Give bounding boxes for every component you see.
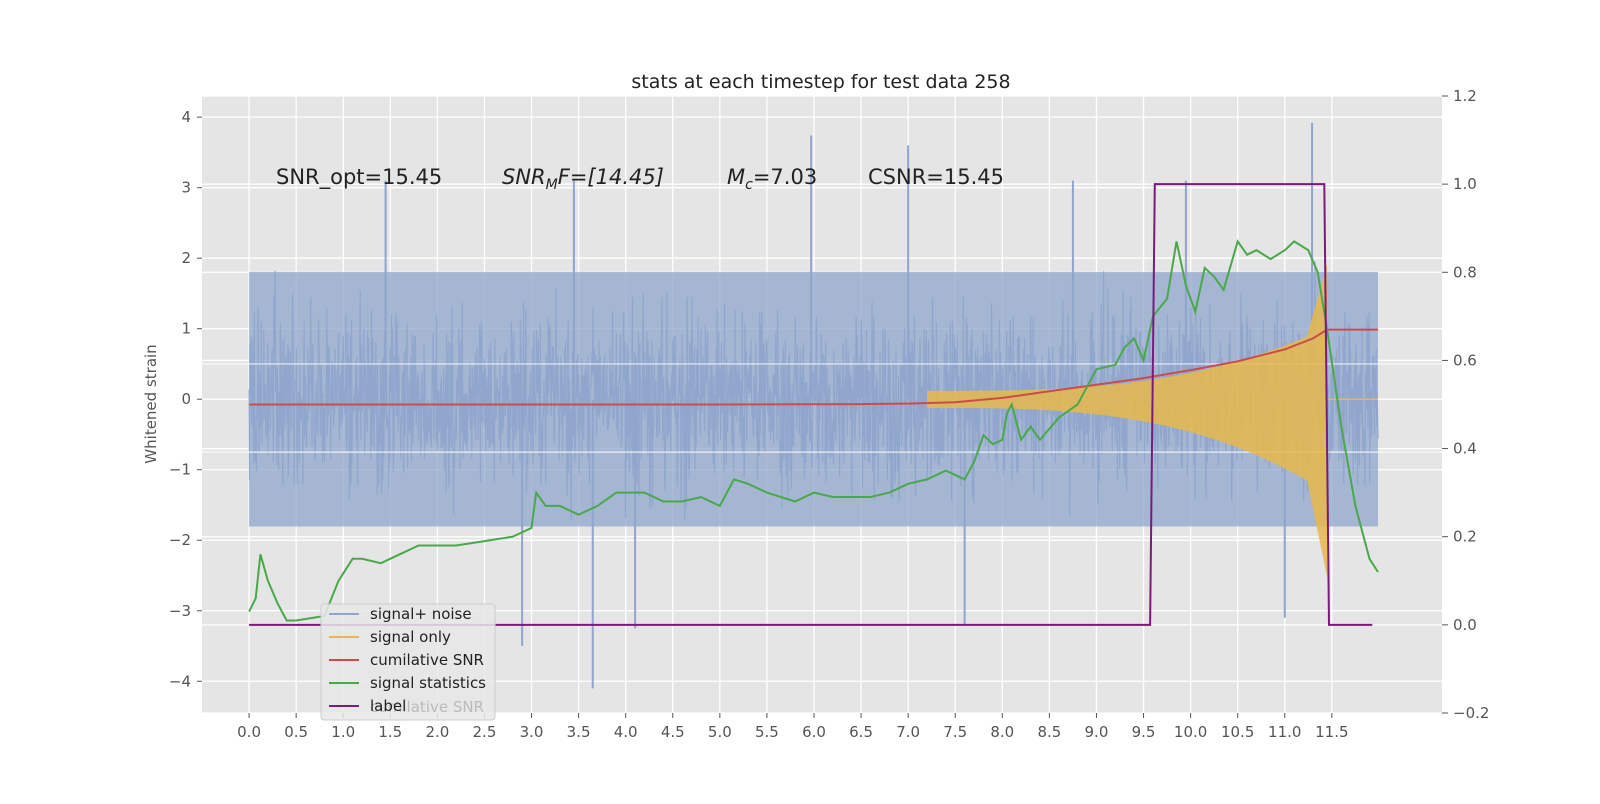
y-right-tick-label: −0.2 (1453, 704, 1489, 722)
mc-main: M (727, 165, 745, 189)
x-tick-label: 11.0 (1268, 723, 1301, 741)
cumilative-snr-line (249, 328, 1378, 406)
x-tick-label: 3.5 (567, 723, 591, 741)
legend-label: signal only (370, 628, 451, 646)
x-tick-label: 6.0 (802, 723, 826, 741)
legend-label: signal statistics (370, 674, 486, 692)
x-tick-label: 6.5 (849, 723, 873, 741)
y-right-tick-label: 1.0 (1453, 175, 1477, 193)
y-tick-label: −4 (169, 672, 191, 690)
x-tick-label: 5.5 (755, 723, 779, 741)
y-right-tick-label: 1.2 (1453, 87, 1477, 105)
x-tick-label: 8.5 (1037, 723, 1061, 741)
signal-statistics-line (248, 239, 1379, 622)
x-tick-label: 4.5 (661, 723, 685, 741)
legend-ghost-text: cumilative SNR (370, 698, 484, 716)
snr-mf-rest: F=[14.45] (558, 165, 664, 189)
y-axis-label: Whitened strain (142, 344, 160, 463)
annotation-csnr: CSNR=15.45 (868, 165, 1004, 189)
x-tick-label: 1.5 (378, 723, 402, 741)
signal-only-series (927, 264, 1378, 578)
mc-rest: =7.03 (753, 165, 817, 189)
legend-box (320, 603, 496, 721)
legend: cumilative SNR signal+ noise signal only c… (320, 603, 496, 721)
x-tick-label: 10.5 (1221, 723, 1254, 741)
annotation-snr-opt: SNR_opt=15.45 (276, 165, 442, 190)
label-line (249, 183, 1373, 626)
x-tick-label: 5.0 (708, 723, 732, 741)
legend-label: cumilative SNR (370, 651, 484, 669)
x-tick-label: 9.5 (1132, 723, 1156, 741)
axes: 0.0 0.5 1.0 1.5 2.0 2.5 3.0 3.5 4.0 4.5 5.0 5.5 6.0 6… (169, 87, 1490, 741)
x-tick-label: 7.5 (943, 723, 967, 741)
y-right-tick-label: 0.2 (1453, 528, 1477, 546)
x-tick-label: 1.0 (331, 723, 355, 741)
line-series (248, 183, 1379, 626)
x-tick-label: 0.5 (284, 723, 308, 741)
x-tick-label: 0.0 (237, 723, 261, 741)
y-tick-label: 0 (181, 390, 191, 408)
legend-label: label (370, 697, 406, 715)
annotations: SNR_opt=15.45 SNRMF=[14.45] Mc=7.03 CSNR… (276, 165, 1004, 193)
mc-sub: c (745, 177, 753, 193)
annotation-snr-mf: SNRMF=[14.45] (502, 165, 664, 193)
snr-mf-sub: M (546, 177, 558, 193)
x-tick-label: 9.0 (1085, 723, 1109, 741)
y-tick-label: −2 (169, 531, 191, 549)
snr-mf-main: SNR (502, 165, 546, 189)
x-tick-label: 11.5 (1315, 723, 1348, 741)
signal-only-envelope (927, 264, 1328, 578)
x-tick-label: 7.0 (896, 723, 920, 741)
y-tick-label: 2 (181, 249, 191, 267)
x-tick-label: 8.0 (990, 723, 1014, 741)
y-tick-label: 1 (181, 320, 191, 338)
y-right-tick-label: 0.4 (1453, 440, 1477, 458)
chart-title: stats at each timestep for test data 258 (631, 71, 1010, 93)
y-tick-label: −1 (169, 461, 191, 479)
x-tick-label: 2.0 (425, 723, 449, 741)
legend-label: signal+ noise (370, 605, 472, 623)
annotation-mc: Mc=7.03 (727, 165, 817, 193)
y-right-tick-label: 0.0 (1453, 616, 1477, 634)
x-tick-label: 2.5 (473, 723, 497, 741)
y-tick-label: −3 (169, 602, 191, 620)
x-tick-label: 4.0 (614, 723, 638, 741)
y-tick-label: 3 (181, 179, 191, 197)
y-tick-label: 4 (181, 108, 191, 126)
y-right-tick-label: 0.8 (1453, 263, 1477, 281)
x-tick-label: 3.0 (520, 723, 544, 741)
x-tick-label: 10.0 (1174, 723, 1207, 741)
y-right-tick-label: 0.6 (1453, 351, 1477, 369)
